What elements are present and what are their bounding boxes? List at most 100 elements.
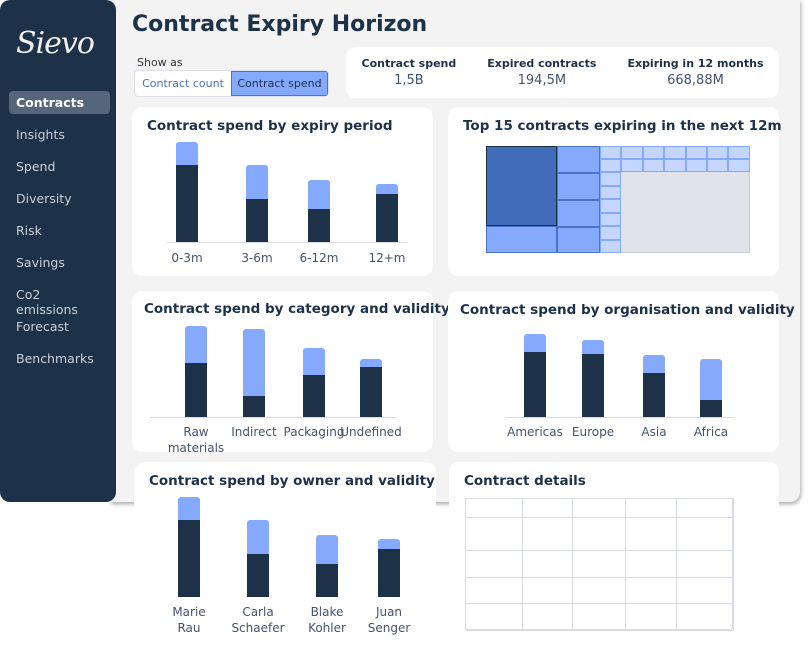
treemap-tile[interactable]	[642, 159, 665, 172]
table-cell	[571, 576, 626, 604]
x-tick-label: Undefined	[340, 425, 402, 439]
sidebar-item-spend[interactable]: Spend	[16, 159, 56, 174]
bar-expired	[308, 180, 330, 209]
x-axis-line	[167, 242, 408, 243]
x-tick-label: Europe	[571, 425, 615, 439]
kpi-label: Expiring in 12 months	[627, 57, 764, 70]
table-cell	[464, 516, 523, 551]
bar-expired	[303, 348, 325, 375]
bar-valid	[308, 209, 330, 242]
treemap	[486, 146, 750, 253]
treemap-tile[interactable]	[600, 159, 622, 172]
category-card	[132, 291, 433, 452]
chart-title: Contract spend by expiry period	[147, 118, 393, 134]
contract-spend-option[interactable]: Contract spend	[231, 71, 328, 96]
treemap-tile[interactable]	[486, 226, 557, 253]
x-tick-label: Asia	[641, 425, 667, 439]
treemap-tile[interactable]	[600, 172, 621, 186]
bar-expired	[582, 340, 604, 354]
treemap-tile[interactable]	[557, 227, 600, 253]
treemap-tile[interactable]	[557, 200, 600, 227]
x-tick-label: Raw materials	[167, 425, 225, 455]
bar-expired	[243, 329, 265, 396]
bar-expired	[185, 326, 207, 363]
treemap-tile[interactable]	[728, 146, 750, 159]
table-cell	[571, 549, 626, 578]
bar-valid	[582, 354, 604, 417]
bar-valid	[243, 396, 265, 417]
page-title: Contract Expiry Horizon	[132, 12, 428, 37]
sidebar-item-forecast[interactable]: Forecast	[16, 319, 69, 334]
bar-valid	[643, 373, 665, 417]
bar-valid	[700, 400, 722, 417]
x-tick-label: Juan Senger	[367, 605, 411, 635]
sidebar-item-savings[interactable]: Savings	[16, 255, 65, 270]
x-tick-label: 12+m	[368, 251, 406, 265]
sidebar-item-diversity[interactable]: Diversity	[16, 191, 72, 206]
contract-count-option[interactable]: Contract count	[142, 77, 224, 90]
treemap-tile[interactable]	[621, 159, 643, 172]
table-cell	[464, 602, 523, 631]
contract-details-title: Contract details	[464, 473, 586, 489]
treemap-tile[interactable]	[600, 185, 621, 199]
table-cell	[521, 576, 573, 604]
table-cell	[675, 497, 734, 518]
treemap-tile[interactable]	[486, 146, 557, 226]
bar-valid	[247, 554, 269, 597]
treemap-title: Top 15 contracts expiring in the next 12…	[463, 118, 782, 134]
table-cell	[464, 576, 523, 604]
treemap-tile[interactable]	[600, 199, 621, 213]
x-tick-label: 6-12m	[299, 251, 339, 265]
table-cell	[571, 516, 626, 551]
treemap-tile[interactable]	[621, 146, 643, 159]
table-cell	[675, 576, 734, 604]
chart-title: Contract spend by category and validity	[144, 301, 450, 317]
treemap-tile[interactable]	[600, 146, 622, 159]
kpi-label: Expired contracts	[487, 57, 597, 70]
sidebar: Sievo Contracts Insights Spend Diversity…	[0, 0, 116, 502]
sidebar-item-insights[interactable]: Insights	[16, 127, 65, 142]
kpi-expiring-12-months: Expiring in 12 months 668,88M	[627, 57, 763, 88]
bar-valid	[185, 363, 207, 417]
treemap-tile[interactable]	[707, 159, 729, 172]
x-tick-label: Blake Kohler	[308, 605, 346, 635]
table-cell	[521, 497, 573, 518]
bar-expired	[247, 520, 269, 554]
kpi-contract-spend: Contract spend 1,5B	[362, 57, 457, 88]
bar-valid	[376, 194, 398, 242]
treemap-tile[interactable]	[728, 159, 750, 172]
treemap-tile[interactable]	[707, 146, 729, 159]
table-cell	[521, 602, 573, 631]
treemap-tile[interactable]	[600, 239, 621, 253]
table-cell	[571, 497, 626, 518]
contract-details-table	[464, 497, 734, 631]
table-cell	[464, 549, 523, 578]
table-cell	[571, 602, 626, 631]
treemap-tile[interactable]	[685, 159, 707, 172]
show-as-label: Show as	[137, 56, 183, 69]
bar-valid	[176, 165, 198, 242]
treemap-tile[interactable]	[642, 146, 665, 159]
table-cell	[521, 549, 573, 578]
sidebar-item-benchmarks[interactable]: Benchmarks	[16, 351, 94, 366]
treemap-tile[interactable]	[600, 212, 621, 226]
table-cell	[675, 549, 734, 578]
kpi-value: 668,88M	[667, 73, 724, 88]
bar-expired	[700, 359, 722, 400]
treemap-tile[interactable]	[685, 146, 707, 159]
x-axis-line	[505, 417, 735, 418]
treemap-tile[interactable]	[664, 146, 686, 159]
sidebar-item-contracts[interactable]: Contracts	[9, 91, 110, 114]
sidebar-item-risk[interactable]: Risk	[16, 223, 42, 238]
kpi-expired-contracts: Expired contracts 194,5M	[487, 57, 596, 88]
bar-expired	[246, 165, 268, 199]
treemap-tile[interactable]	[600, 226, 621, 240]
treemap-tile[interactable]	[557, 173, 600, 200]
treemap-tile[interactable]	[664, 159, 686, 172]
treemap-tile[interactable]	[557, 146, 600, 173]
x-axis-line	[150, 417, 397, 418]
sievo-logo: Sievo	[16, 26, 95, 61]
sidebar-item-co2-emissions[interactable]: Co2 emissions	[16, 287, 78, 317]
x-tick-label: Packaging	[283, 425, 345, 439]
table-cell	[675, 602, 734, 631]
